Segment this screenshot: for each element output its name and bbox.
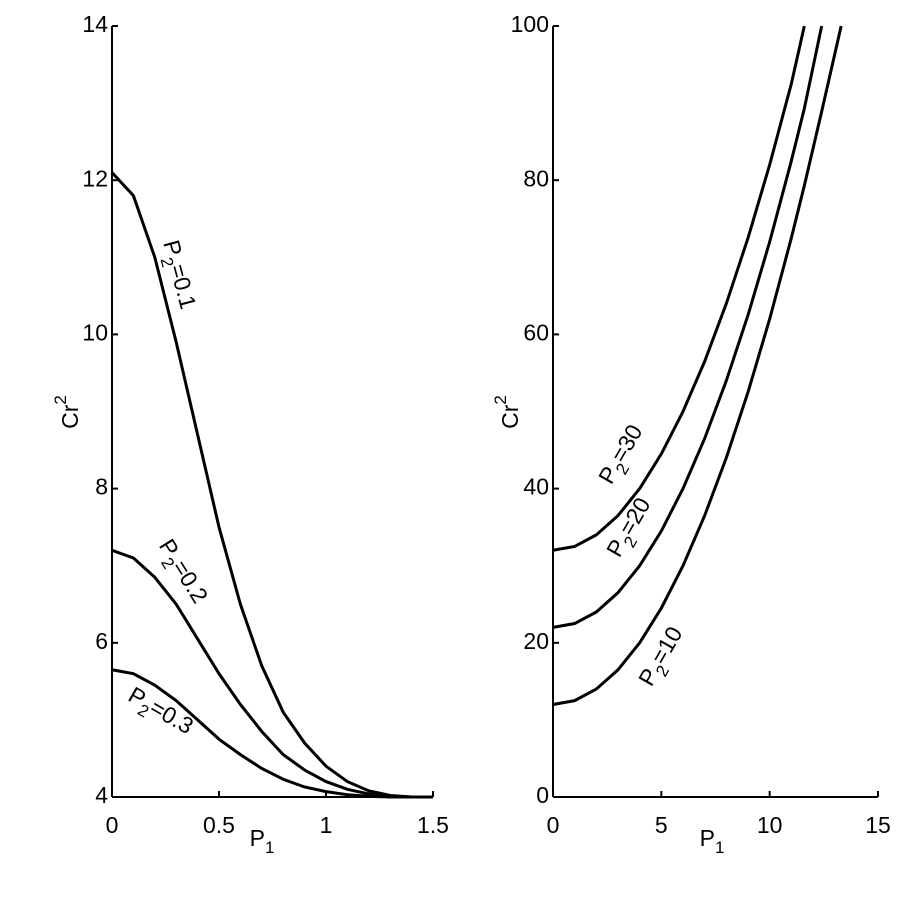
x-tick-label: 0.5 — [203, 812, 235, 838]
y-tick-label: 100 — [511, 11, 549, 37]
x-axis-label: P1 — [250, 825, 275, 857]
y-tick-label: 4 — [95, 782, 108, 808]
x-tick-label: 1 — [320, 812, 333, 838]
x-tick-label: 10 — [757, 812, 783, 838]
y-axis-label-main: Cr — [57, 404, 83, 429]
y-tick-label: 80 — [523, 165, 549, 191]
line — [552, 25, 806, 552]
series-label-main: P — [158, 237, 187, 259]
series-label: P2=0.2 — [149, 534, 214, 611]
panel: 0 20 40 60 80 100 0 5 10 15 P 2 =30 P2=20 P2=10 Cr2 P1 — [491, 11, 890, 857]
x-axis-label: P1 — [700, 825, 725, 857]
y-axis-label: Cr2 — [51, 395, 83, 429]
y-tick-label: 20 — [523, 628, 549, 654]
series-label: P2=0.1 — [152, 237, 201, 313]
x-axis-label-script: 1 — [715, 838, 724, 857]
x-tick-label: 0 — [106, 812, 119, 838]
y-axis-label-script: 2 — [51, 395, 70, 404]
y-tick-label: 10 — [82, 319, 108, 345]
x-tick-label: 15 — [865, 812, 891, 838]
line — [110, 171, 433, 799]
line — [552, 25, 824, 629]
x-tick-label: 0 — [547, 812, 560, 838]
y-tick-label: 60 — [523, 319, 549, 345]
y-tick-label: 40 — [523, 474, 549, 500]
x-axis-label-main: P — [250, 825, 265, 851]
series-label-rest: =0.1 — [165, 261, 202, 312]
x-axis-label-script: 1 — [265, 838, 274, 857]
line — [111, 548, 433, 799]
series-label-rest: =30 — [606, 420, 648, 467]
y-axis-label-script: 2 — [491, 395, 510, 404]
series-label: P2=20 — [601, 493, 661, 564]
y-tick-label: 8 — [95, 474, 108, 500]
series-label-rest: =10 — [646, 622, 688, 669]
y-tick-label: 14 — [82, 11, 108, 37]
y-tick-label: 6 — [95, 628, 108, 654]
x-axis-label-main: P — [700, 825, 715, 851]
series-label-rest: =0.3 — [146, 694, 198, 739]
y-axis-label-main: Cr — [497, 404, 523, 429]
series-label: P2=10 — [633, 622, 693, 693]
line — [111, 668, 433, 799]
y-axis-label: Cr2 — [491, 395, 523, 429]
y-tick-label: 0 — [536, 782, 549, 808]
series-label: P2=0.3 — [121, 682, 198, 745]
x-tick-label: 1.5 — [417, 812, 449, 838]
y-tick-label: 12 — [82, 165, 108, 191]
line — [552, 25, 843, 706]
series-label-rest: =20 — [614, 493, 656, 540]
x-tick-label: 5 — [655, 812, 668, 838]
